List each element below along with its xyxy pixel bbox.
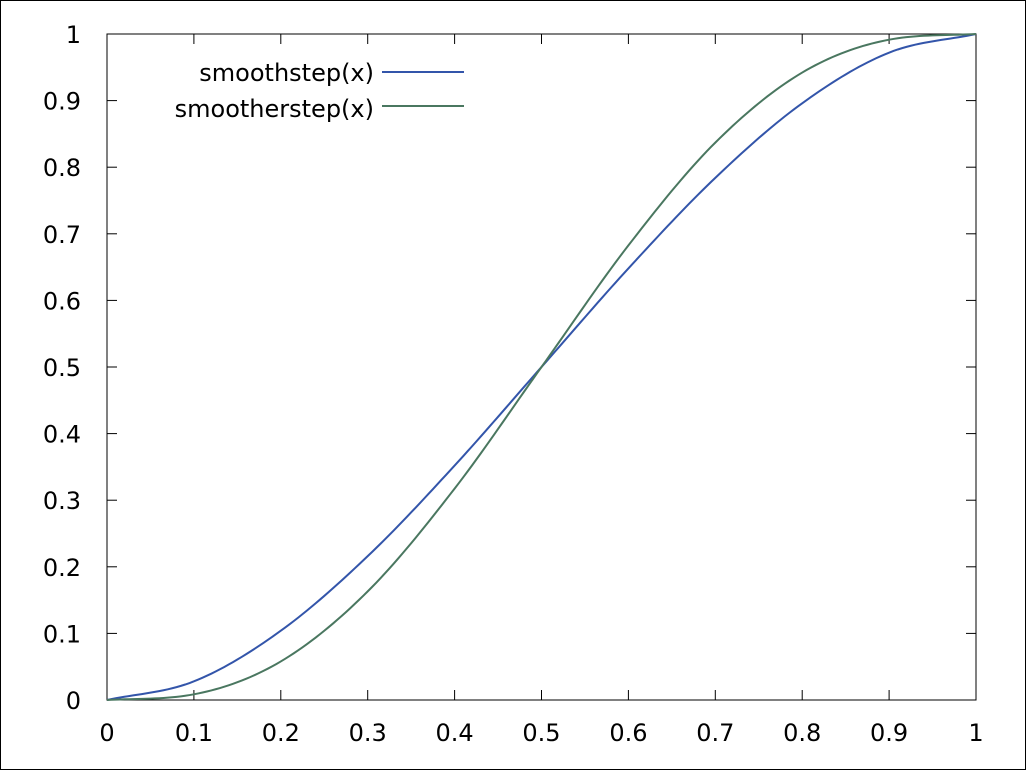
series-lines [106,33,977,701]
y-tick-label: 0.2 [43,554,81,582]
x-tick-label: 0 [99,719,114,747]
legend-label-smootherstep: smootherstep(x) [175,95,374,123]
y-tick-label: 0.4 [43,421,81,449]
x-tick-label: 0.6 [609,719,647,747]
y-tick-label: 0.6 [43,287,81,315]
series-line-smootherstep [106,33,977,701]
y-tick-label: 0.9 [43,88,81,116]
x-tick-label: 0.3 [349,719,387,747]
y-tick-labels: 0 0.1 0.2 0.3 0.4 0.5 0.6 0.7 0.8 0.9 1 [43,21,81,715]
legend-label-smoothstep: smoothstep(x) [199,59,374,87]
y-tick-label: 0.3 [43,487,81,515]
x-tick-labels: 0 0.1 0.2 0.3 0.4 0.5 0.6 0.7 0.8 0.9 1 [99,719,983,747]
y-tick-label: 0 [66,687,81,715]
y-tick-label: 0.1 [43,620,81,648]
x-tick-label: 0.5 [522,719,560,747]
y-tick-label: 0.7 [43,221,81,249]
x-tick-label: 0.2 [262,719,300,747]
axis-ticks [106,33,977,701]
x-tick-label: 0.1 [175,719,213,747]
x-tick-label: 0.9 [870,719,908,747]
y-tick-label: 0.5 [43,354,81,382]
y-tick-label: 1 [66,21,81,49]
x-tick-label: 0.8 [783,719,821,747]
x-tick-label: 0.7 [696,719,734,747]
x-tick-label: 0.4 [436,719,474,747]
x-tick-label: 1 [968,719,983,747]
y-tick-label: 0.8 [43,154,81,182]
legend: smoothstep(x) smootherstep(x) [175,59,464,123]
